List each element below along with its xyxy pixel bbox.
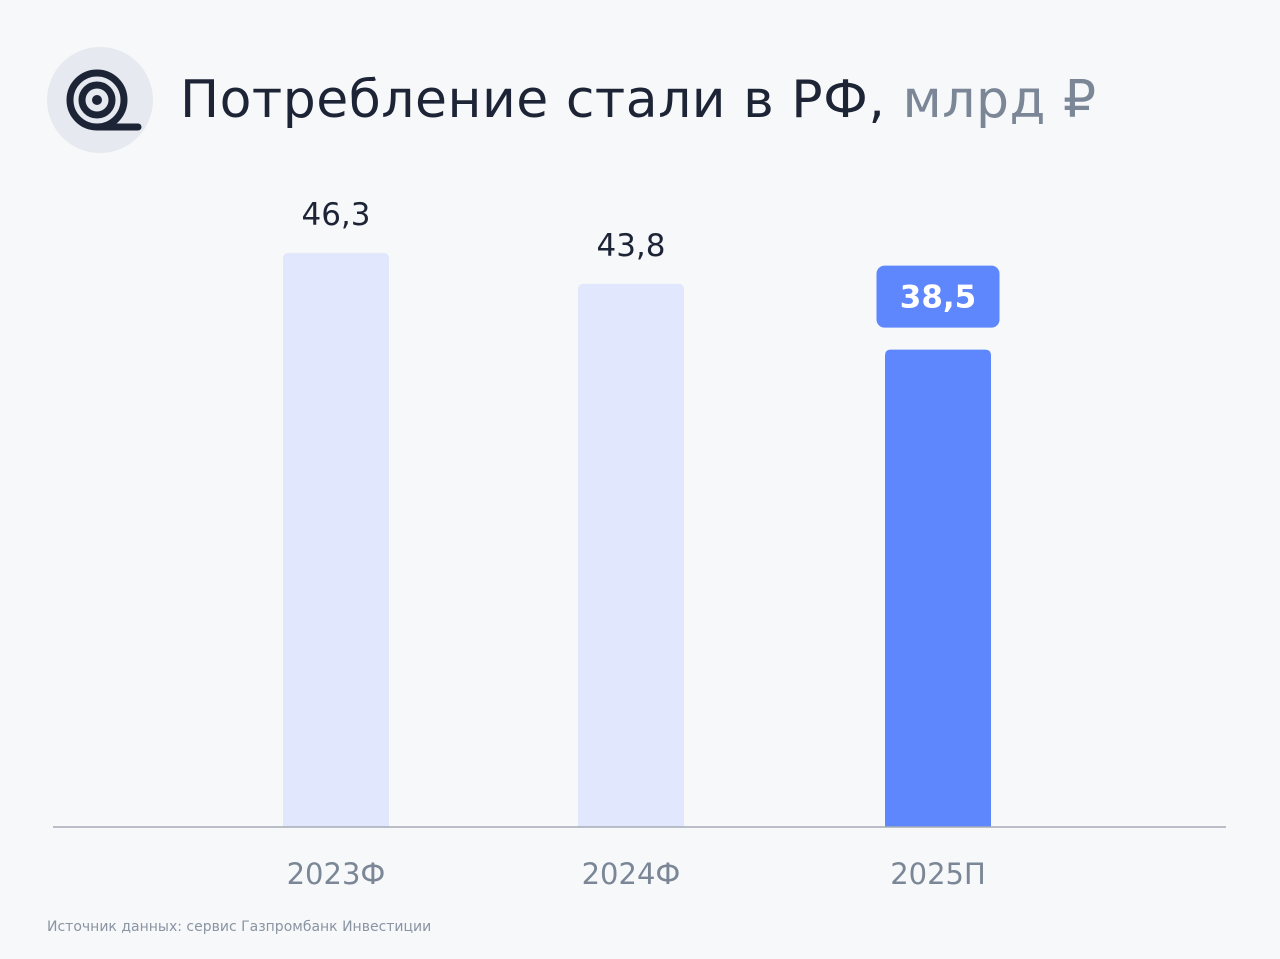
bar-2025П (885, 349, 991, 827)
category-label: 2024Ф (582, 857, 681, 891)
chart-title-unit: млрд ₽ (902, 70, 1097, 130)
category-label: 2023Ф (287, 857, 386, 891)
chart-title-main: Потребление стали в РФ, (180, 70, 886, 130)
logo-badge (47, 47, 153, 153)
value-label: 46,3 (301, 197, 370, 233)
bar-2023Ф (283, 252, 389, 827)
chart-title: Потребление стали в РФ, млрд ₽ (180, 68, 1097, 132)
value-badge (876, 265, 1000, 328)
source-note: Источник данных: сервис Газпромбанк Инве… (47, 919, 432, 935)
category-label: 2025П (890, 857, 986, 891)
bar-2024Ф (578, 283, 684, 827)
value-label: 43,8 (596, 228, 665, 264)
steel-coil-icon (66, 69, 142, 131)
value-label: 38,5 (900, 280, 977, 316)
